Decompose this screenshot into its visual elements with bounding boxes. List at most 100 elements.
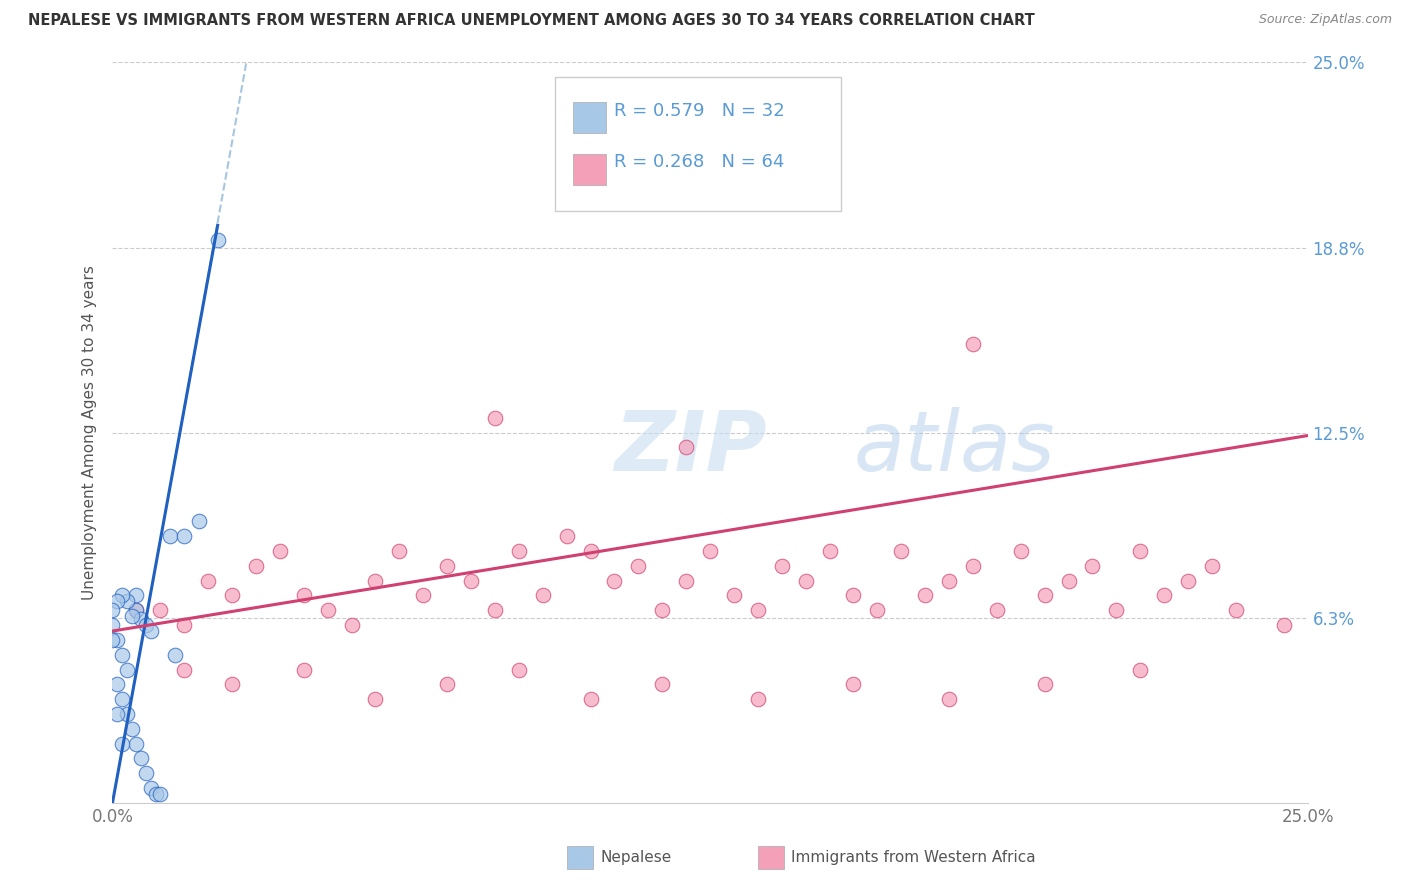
Bar — [572, 102, 606, 133]
Point — [187, 515, 209, 529]
Point — [1081, 558, 1104, 573]
Point — [105, 677, 128, 691]
FancyBboxPatch shape — [554, 78, 842, 211]
Point — [627, 558, 650, 573]
Point — [723, 589, 745, 603]
Point — [139, 780, 162, 795]
Point — [125, 603, 148, 617]
Point — [651, 603, 673, 617]
Point — [1153, 589, 1175, 603]
Point — [111, 737, 134, 751]
Point — [747, 603, 769, 617]
Bar — [572, 153, 606, 185]
Point — [121, 722, 143, 736]
Text: R = 0.579   N = 32: R = 0.579 N = 32 — [614, 102, 785, 120]
Point — [129, 612, 152, 626]
Point — [651, 677, 673, 691]
Point — [914, 589, 936, 603]
Point — [818, 544, 841, 558]
Point — [149, 787, 172, 801]
Point — [1129, 544, 1152, 558]
Point — [173, 618, 195, 632]
Point — [364, 574, 387, 588]
Point — [1033, 677, 1056, 691]
Point — [364, 692, 387, 706]
Point — [579, 692, 602, 706]
Point — [388, 544, 411, 558]
Point — [111, 589, 134, 603]
Point — [675, 574, 697, 588]
Point — [1225, 603, 1247, 617]
Point — [1201, 558, 1223, 573]
Point — [105, 594, 128, 608]
Point — [173, 663, 195, 677]
Point — [125, 589, 148, 603]
Point — [292, 589, 315, 603]
Point — [866, 603, 889, 617]
Point — [842, 677, 865, 691]
Point — [221, 589, 243, 603]
Point — [139, 624, 162, 638]
Point — [794, 574, 817, 588]
Point — [675, 441, 697, 455]
Point — [105, 632, 128, 647]
Text: NEPALESE VS IMMIGRANTS FROM WESTERN AFRICA UNEMPLOYMENT AMONG AGES 30 TO 34 YEAR: NEPALESE VS IMMIGRANTS FROM WESTERN AFRI… — [28, 13, 1035, 29]
Y-axis label: Unemployment Among Ages 30 to 34 years: Unemployment Among Ages 30 to 34 years — [82, 265, 97, 600]
Point — [101, 618, 124, 632]
Point — [484, 603, 506, 617]
Point — [135, 618, 157, 632]
Point — [962, 558, 984, 573]
Point — [938, 574, 960, 588]
Point — [1033, 589, 1056, 603]
Point — [340, 618, 363, 632]
Point — [579, 544, 602, 558]
Point — [101, 632, 124, 647]
Point — [197, 574, 219, 588]
Point — [603, 574, 626, 588]
Point — [1129, 663, 1152, 677]
Point — [125, 603, 148, 617]
Point — [269, 544, 291, 558]
Point — [207, 233, 229, 247]
Point — [163, 648, 186, 662]
Point — [221, 677, 243, 691]
Point — [115, 706, 138, 721]
Text: Immigrants from Western Africa: Immigrants from Western Africa — [792, 850, 1036, 865]
Point — [770, 558, 793, 573]
Point — [938, 692, 960, 706]
Point — [121, 609, 143, 624]
Point — [555, 529, 578, 543]
Point — [145, 787, 167, 801]
Point — [316, 603, 339, 617]
Point — [1177, 574, 1199, 588]
Point — [159, 529, 181, 543]
Point — [436, 558, 458, 573]
Point — [129, 751, 152, 765]
Point — [111, 648, 134, 662]
Point — [149, 603, 172, 617]
Point — [1105, 603, 1128, 617]
Point — [173, 529, 195, 543]
Point — [125, 737, 148, 751]
Point — [412, 589, 434, 603]
Point — [115, 594, 138, 608]
Point — [292, 663, 315, 677]
Point — [115, 663, 138, 677]
Bar — [758, 846, 785, 870]
Text: Nepalese: Nepalese — [600, 850, 671, 865]
Bar — [567, 846, 593, 870]
Text: Source: ZipAtlas.com: Source: ZipAtlas.com — [1258, 13, 1392, 27]
Point — [962, 336, 984, 351]
Point — [101, 603, 124, 617]
Point — [111, 692, 134, 706]
Point — [245, 558, 267, 573]
Point — [484, 410, 506, 425]
Text: ZIP: ZIP — [614, 407, 768, 488]
Point — [531, 589, 554, 603]
Text: R = 0.268   N = 64: R = 0.268 N = 64 — [614, 153, 785, 171]
Point — [747, 692, 769, 706]
Point — [986, 603, 1008, 617]
Point — [1010, 544, 1032, 558]
Point — [436, 677, 458, 691]
Point — [508, 544, 530, 558]
